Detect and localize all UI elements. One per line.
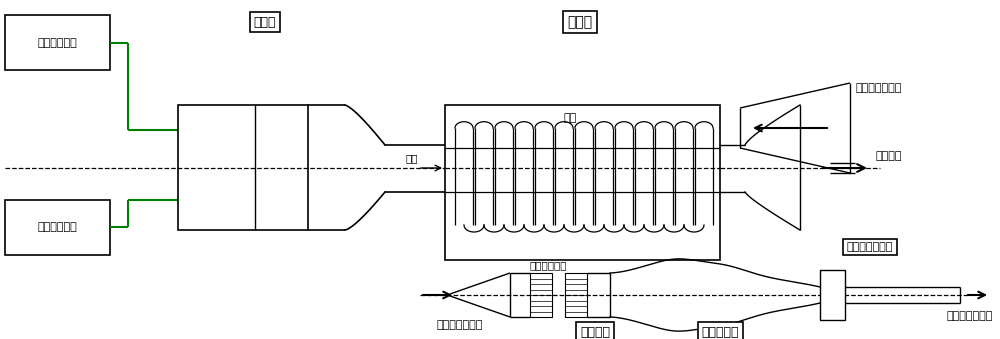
- Text: 马赫数校准装置: 马赫数校准装置: [847, 242, 893, 252]
- Text: 空气供应系统: 空气供应系统: [37, 38, 77, 48]
- Text: 加热器: 加热器: [254, 16, 276, 28]
- Bar: [5, 200, 110, 255]
- Text: 盘管: 盘管: [563, 113, 577, 123]
- Text: 超声速喷管: 超声速喷管: [701, 325, 739, 339]
- Bar: [820, 270, 845, 320]
- Text: 燃气: 燃气: [405, 153, 418, 163]
- Bar: [445, 105, 720, 260]
- Bar: [565, 273, 587, 317]
- Bar: [5, 15, 110, 70]
- Text: 燃气废气: 燃气废气: [875, 151, 902, 161]
- Text: 均流装置: 均流装置: [580, 325, 610, 339]
- Text: 纯净气体（热）: 纯净气体（热）: [437, 320, 483, 330]
- Bar: [178, 105, 308, 230]
- Text: 纯净气体（热）: 纯净气体（热）: [947, 311, 993, 321]
- Text: 格栅（两级）: 格栅（两级）: [529, 260, 567, 270]
- Bar: [530, 273, 552, 317]
- Text: 酒精供应系统: 酒精供应系统: [37, 222, 77, 232]
- Text: 纯净气体（冷）: 纯净气体（冷）: [855, 83, 901, 93]
- Polygon shape: [450, 273, 510, 317]
- Text: 换热器: 换热器: [567, 15, 593, 29]
